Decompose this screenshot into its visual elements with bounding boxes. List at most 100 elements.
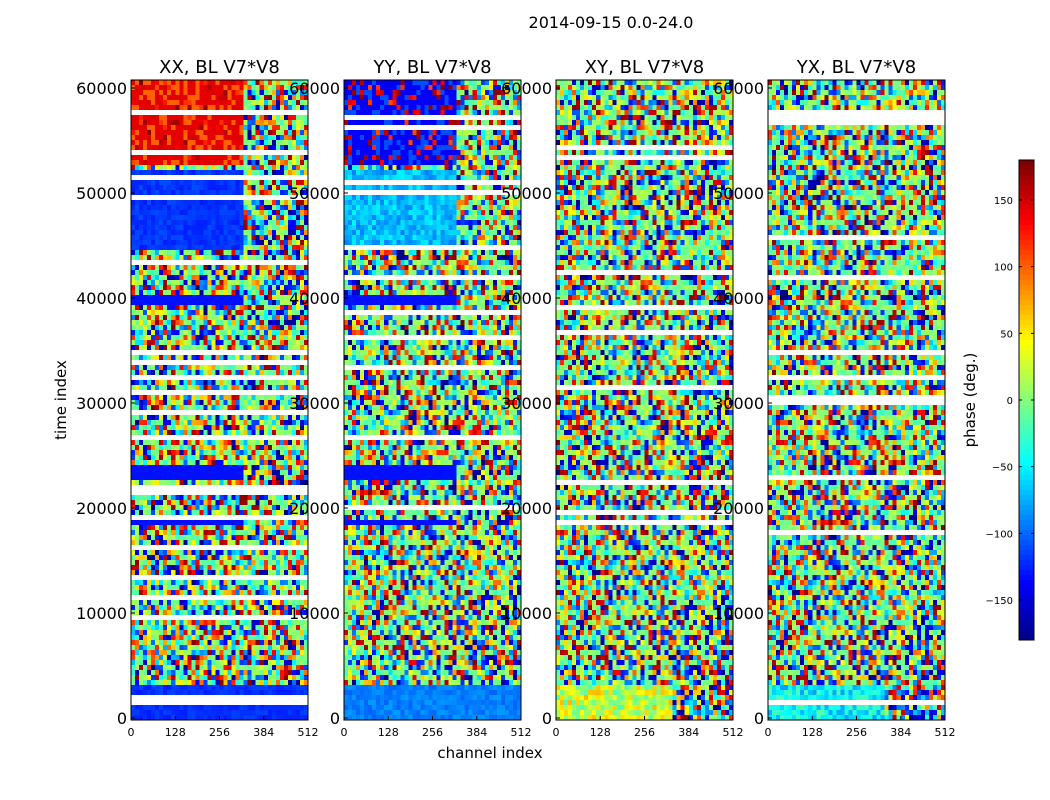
heatmap-cell [244,230,249,236]
heatmap-cell [203,135,208,141]
heatmap-cell [203,145,208,151]
heatmap-cell [167,250,172,256]
heatmap-cell [167,270,172,276]
heatmap-cell [139,85,144,91]
heatmap-cell [207,235,212,241]
heatmap-cell [232,125,237,131]
heatmap-cell [276,190,281,196]
heatmap-cell [228,155,233,161]
heatmap-cell [252,145,257,151]
heatmap-cell [288,265,293,271]
heatmap-cell [220,230,225,236]
heatmap-cell [131,110,136,116]
heatmap-cell [292,210,297,216]
heatmap-cell [215,325,220,331]
heatmap-cell [175,80,180,86]
heatmap-cell [260,110,265,116]
heatmap-cell [248,190,253,196]
heatmap-cell [179,270,184,276]
heatmap-cell [284,320,289,326]
heatmap-cell [224,200,229,206]
heatmap-cell [268,275,273,281]
heatmap-cell [256,85,261,91]
heatmap-cell [147,155,152,161]
heatmap-cell [195,100,200,106]
heatmap-cell [264,130,269,136]
heatmap-cell [268,145,273,151]
heatmap-cell [171,235,176,241]
heatmap-cell [151,120,156,126]
heatmap-cell [252,235,257,241]
heatmap-cell [171,145,176,151]
heatmap-cell [155,260,160,266]
heatmap-cell [187,215,192,221]
heatmap-cell [195,255,200,261]
heatmap-cell [288,280,293,286]
heatmap-cell [187,250,192,256]
heatmap-cell [240,270,245,276]
heatmap-cell [288,155,293,161]
heatmap-cell [288,115,293,121]
heatmap-cell [232,120,237,126]
heatmap-cell [276,120,281,126]
heatmap-cell [228,175,233,181]
heatmap-cell [220,80,225,86]
heatmap-cell [288,315,293,321]
heatmap-cell [268,220,273,226]
heatmap-cell [155,205,160,211]
heatmap-cell [256,125,261,131]
heatmap-cell [139,325,144,331]
heatmap-cell [220,260,225,266]
heatmap-cell [167,320,172,326]
heatmap-cell [175,90,180,96]
heatmap-cell [211,310,216,316]
heatmap-cell [183,290,188,296]
heatmap-cell [284,190,289,196]
heatmap-cell [284,80,289,86]
heatmap-cell [159,105,164,111]
heatmap-cell [268,270,273,276]
heatmap-cell [284,160,289,166]
heatmap-cell [220,310,225,316]
heatmap-cell [244,125,249,131]
heatmap-cell [179,305,184,311]
heatmap-cell [211,100,216,106]
heatmap-cell [211,155,216,161]
heatmap-cell [260,260,265,266]
heatmap-cell [268,320,273,326]
heatmap-cell [183,225,188,231]
heatmap-cell [272,255,277,261]
heatmap-cell [211,300,216,306]
heatmap-cell [220,160,225,166]
heatmap-cell [276,240,281,246]
heatmap-cell [240,160,245,166]
heatmap-cell [296,110,301,116]
heatmap-cell [143,115,148,121]
heatmap-cell [240,85,245,91]
heatmap-cell [256,130,261,136]
heatmap-cell [280,80,285,86]
heatmap-cell [288,240,293,246]
heatmap-cell [252,285,257,291]
heatmap-cell [240,120,245,126]
heatmap-cell [179,320,184,326]
heatmap-cell [203,280,208,286]
heatmap-cell [236,215,241,221]
heatmap-cell [167,210,172,216]
heatmap-cell [276,265,281,271]
heatmap-cell [163,210,168,216]
heatmap-cell [203,115,208,121]
heatmap-cell [151,125,156,131]
heatmap-cell [272,150,277,156]
heatmap-cell [207,180,212,186]
heatmap-cell [244,210,249,216]
heatmap-cell [151,275,156,281]
heatmap-cell [183,155,188,161]
heatmap-cell [175,135,180,141]
heatmap-cell [191,285,196,291]
heatmap-cell [292,215,297,221]
heatmap-cell [256,170,261,176]
heatmap-cell [228,140,233,146]
heatmap-cell [199,100,204,106]
heatmap-cell [260,155,265,161]
